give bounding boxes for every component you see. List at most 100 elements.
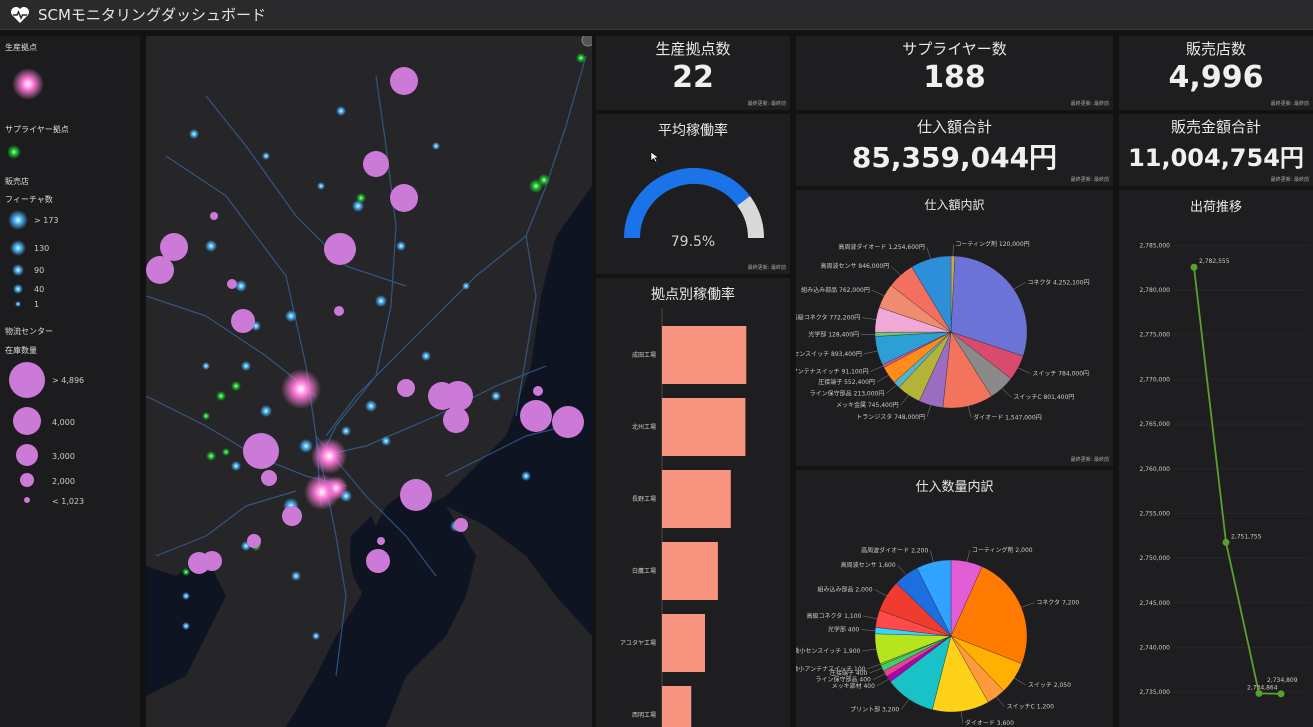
kpi-updated-note: 最終更新: 最終前 xyxy=(1070,101,1109,107)
line-point-label: 2,734,864 xyxy=(1247,684,1278,691)
pie-slice-label: コーティング剤 120,000円 xyxy=(955,240,1029,248)
pie-slice xyxy=(950,566,1028,664)
pie-leader-line xyxy=(862,648,877,652)
pie-leader-line xyxy=(891,266,901,276)
bar xyxy=(662,614,705,672)
pie-slice-label: スイッチ 2,050 xyxy=(1028,682,1071,689)
kpi-sales-total-card: 販売金額合計 11,004,754円 最終更新: 最終前 xyxy=(1119,114,1313,186)
pie-slice-label: 圧接端子 400 xyxy=(830,669,868,677)
stock-count-4: 2,000 xyxy=(52,477,75,486)
pie-slice-label: ライン保守部品 213,000円 xyxy=(810,389,885,397)
pie-leader-line xyxy=(900,394,909,406)
kpi-store-label: 販売店数 xyxy=(1185,40,1246,58)
kpi-store-card: 販売店数 4,996 最終更新: 最終前 xyxy=(1119,36,1313,110)
line-y-tick-label: 2,775,000 xyxy=(1139,332,1170,339)
pie-slice-label: 高級コネクタ 1,100 xyxy=(807,612,862,620)
pie-purchase-qty-chart: コーティング剤 2,000 コネクタ 7,200 スイッチ 2,050 スイッチC 1… xyxy=(796,546,1079,727)
mouse-cursor-icon xyxy=(650,151,660,163)
kpi-updated-note: 最終更新: 最終前 xyxy=(1270,101,1309,107)
pie-leader-line xyxy=(876,374,889,383)
pie-slice-label: 組み込み部品 2,000 xyxy=(818,585,873,593)
pie-leader-line xyxy=(874,589,887,597)
kpi-purchase-total-value: 85,359,044円 xyxy=(851,141,1058,174)
legend-supplier-title: サプライヤー拠点 xyxy=(5,125,69,134)
line-point xyxy=(1255,689,1263,697)
pie-slice xyxy=(911,255,952,333)
kpi-supplier-label: サプライヤー数 xyxy=(902,40,1007,58)
kpi-updated-note: 最終更新: 最終前 xyxy=(747,101,786,107)
kpi-store-value: 4,996 xyxy=(1168,60,1264,95)
line-y-tick-label: 2,785,000 xyxy=(1139,242,1170,249)
pie-leader-line xyxy=(960,711,964,724)
legend-production-title: 生産拠点 xyxy=(5,43,37,52)
pie-slice-label: 微小アンテナスイッチ 100 xyxy=(796,665,866,673)
gauge-value: 79.5% xyxy=(670,234,716,250)
pie-purchase-amount-title: 仕入額内訳 xyxy=(924,198,985,212)
pie-slice-label: 微小センスイッチ 1,900 xyxy=(796,647,861,655)
line-series xyxy=(1193,267,1282,695)
bar xyxy=(662,542,718,600)
pie-slice-label: 高周波センサ 1,600 xyxy=(841,561,896,569)
bar-category-label: 北州工場 xyxy=(632,423,656,431)
map-canvas[interactable] xyxy=(146,36,592,727)
kpi-updated-note: 最終更新: 最終前 xyxy=(1070,177,1109,183)
feature-count-5: 1 xyxy=(34,300,40,309)
map-legend: 生産拠点 サプライヤー拠点 販売店 フィーチャ数 > 173 130 90 40… xyxy=(0,36,140,727)
stock-count-3: 3,000 xyxy=(52,452,75,461)
kpi-supplier-card: サプライヤー数 188 最終更新: 最終前 xyxy=(796,36,1113,110)
bar xyxy=(662,326,747,384)
map-view[interactable] xyxy=(146,36,592,727)
pie-slice-label: 組み込み部品 762,000円 xyxy=(801,286,870,294)
line-y-tick-label: 2,735,000 xyxy=(1139,689,1170,696)
pie-slice-label: 高周波ダイオード 1,254,600円 xyxy=(838,243,924,251)
pie-leader-line xyxy=(1017,367,1031,374)
pie-leader-line xyxy=(876,678,889,687)
pie-slice-label: 高周波センサ 846,000円 xyxy=(820,262,889,270)
pie-slice-label: スイッチ 784,000円 xyxy=(1032,371,1089,378)
pie-slice-label: 高周波ダイオード 2,200 xyxy=(861,546,928,554)
line-y-tick-label: 2,745,000 xyxy=(1139,600,1170,607)
pie-slice-label: 微小センスイッチ 893,400円 xyxy=(796,350,862,358)
line-point xyxy=(1277,690,1285,698)
kpi-production-value: 22 xyxy=(672,60,714,95)
legend-store-title: 販売店 xyxy=(5,177,29,186)
line-y-tick-label: 2,780,000 xyxy=(1139,287,1170,294)
pie-leader-line xyxy=(901,699,910,710)
kpi-supplier-value: 188 xyxy=(923,60,986,95)
pie-leader-line xyxy=(897,564,907,575)
shipment-line-chart: 2,785,000 2,780,000 2,775,000 2,770,000 2,76… xyxy=(1139,242,1309,698)
line-y-tick-label: 2,755,000 xyxy=(1139,510,1170,517)
bar-chart-title: 拠点別稼働率 xyxy=(651,287,735,303)
kpi-sales-total-value: 11,004,754円 xyxy=(1128,144,1304,172)
legend-dc-title: 物流センター xyxy=(5,327,53,336)
gauge-card: 平均稼働率 79.5% 最終更新: 最終前 xyxy=(596,114,790,274)
pie-leader-line xyxy=(1014,677,1026,686)
feature-count-1: > 173 xyxy=(34,216,59,225)
line-y-tick-label: 2,770,000 xyxy=(1139,376,1170,383)
pie-slice-label: 圧接端子 552,400円 xyxy=(818,378,875,386)
legend-stock-title: 在庫数量 xyxy=(5,346,37,355)
pie-leader-line xyxy=(863,615,878,619)
line-point-label: 2,734,809 xyxy=(1267,677,1298,684)
pie-leader-line xyxy=(996,696,1005,707)
app-title: SCMモニタリングダッシュボード xyxy=(38,6,266,24)
pie-leader-line xyxy=(867,664,881,670)
pie-leader-line xyxy=(872,673,886,680)
gauge-fill xyxy=(624,168,750,239)
pie-slice-label: 光学部 128,400円 xyxy=(808,331,859,339)
pie-leader-line xyxy=(1013,282,1026,290)
store-symbols xyxy=(8,210,28,307)
pie-leader-line xyxy=(926,247,931,259)
legend-feature-count-title: フィーチャ数 xyxy=(5,195,53,204)
bar xyxy=(662,470,731,528)
kpi-production-card: 生産拠点数 22 最終更新: 最終前 xyxy=(596,36,790,110)
pie-slice-label: プリント部 3,200 xyxy=(850,705,899,713)
feature-count-4: 40 xyxy=(34,285,45,294)
bar-chart-card: 拠点別稼働率 成田工場 北州工場 長野工場 白鷹工場 アユタヤ工場 西明工場 xyxy=(596,278,790,727)
pie-leader-line xyxy=(930,550,934,563)
pie-purchase-qty-title: 仕入数量内訳 xyxy=(915,480,994,495)
line-point xyxy=(1190,263,1198,271)
pie-leader-line xyxy=(861,629,876,631)
pie-slice xyxy=(916,559,952,637)
